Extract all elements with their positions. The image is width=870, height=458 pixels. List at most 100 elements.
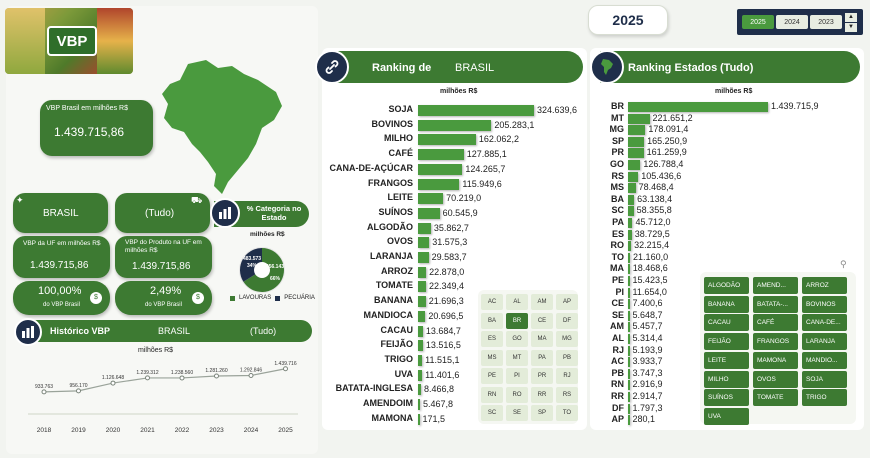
state-rank-bar[interactable] <box>628 334 630 344</box>
product-rank-bar[interactable] <box>418 369 423 381</box>
state-rank-label[interactable]: PB <box>611 367 624 378</box>
state-rank-label[interactable]: BA <box>611 193 624 204</box>
product-rank-label[interactable]: BATATA-INGLESA <box>335 383 413 394</box>
uf-button-rs[interactable]: RS <box>556 386 578 403</box>
state-rank-bar[interactable] <box>628 183 636 194</box>
product-rank-label[interactable]: MILHO <box>384 133 413 144</box>
product-slicer-item[interactable]: CAFÉ <box>753 314 798 332</box>
uf-button-df[interactable]: DF <box>556 312 578 329</box>
product-rank-bar[interactable] <box>418 207 440 219</box>
state-rank-bar[interactable] <box>628 403 630 414</box>
product-slicer-item[interactable]: ALGODÃO <box>704 277 749 294</box>
uf-button-ro[interactable]: RO <box>506 386 528 403</box>
state-rank-bar[interactable] <box>628 252 631 263</box>
product-rank-bar[interactable] <box>418 105 534 116</box>
uf-button-al[interactable]: AL <box>506 294 528 310</box>
product-rank-bar[interactable] <box>418 178 460 190</box>
product-slicer-item[interactable]: MANDIO... <box>802 351 847 369</box>
product-rank-bar[interactable] <box>418 325 423 337</box>
product-rank-label[interactable]: FEIJÃO <box>380 339 413 350</box>
product-slicer-item[interactable]: LARANJA <box>802 333 847 351</box>
year-btn-2023[interactable]: 2023 <box>810 15 842 29</box>
uf-button-to[interactable]: TO <box>556 405 578 421</box>
brazil-map[interactable] <box>158 58 288 196</box>
state-rank-label[interactable]: RO <box>610 240 625 251</box>
uf-button-ce[interactable]: CE <box>531 312 553 329</box>
product-rank-label[interactable]: CAFÉ <box>388 148 414 159</box>
state-rank-label[interactable]: MG <box>609 124 625 135</box>
product-slicer-item[interactable]: OVOS <box>753 370 798 388</box>
state-rank-bar[interactable] <box>628 206 634 217</box>
state-rank-label[interactable]: MS <box>610 182 625 193</box>
product-slicer-item[interactable]: FEIJÃO <box>704 333 749 351</box>
product-rank-label[interactable]: BANANA <box>374 295 413 306</box>
product-slicer-item[interactable]: UVA <box>704 407 749 425</box>
state-rank-label[interactable]: SP <box>611 135 624 146</box>
state-rank-bar[interactable] <box>628 218 633 228</box>
uf-button-pa[interactable]: PA <box>531 349 553 366</box>
historico-point[interactable] <box>248 372 254 378</box>
product-filter-card[interactable]: ⛟ (Tudo) <box>115 193 210 233</box>
product-slicer-item[interactable]: MILHO <box>704 370 749 388</box>
year-btn-2024[interactable]: 2024 <box>776 15 808 29</box>
product-rank-label[interactable]: TRIGO <box>384 353 414 364</box>
product-slicer-item[interactable]: SUÍNOS <box>704 389 749 407</box>
product-slicer-item[interactable]: ARROZ <box>802 277 847 294</box>
state-rank-label[interactable]: DF <box>612 402 624 413</box>
state-rank-bar[interactable] <box>628 102 768 112</box>
uf-button-pi[interactable]: PI <box>506 368 528 384</box>
product-rank-label[interactable]: SUÍNOS <box>378 206 413 217</box>
state-rank-bar[interactable] <box>628 299 630 310</box>
state-rank-bar[interactable] <box>628 276 630 286</box>
product-slicer-item[interactable]: BANANA <box>704 295 749 313</box>
uf-button-es[interactable]: ES <box>481 331 503 347</box>
state-rank-label[interactable]: PI <box>615 286 624 297</box>
state-filter-card[interactable]: ✦ BRASIL <box>13 193 108 233</box>
product-slicer-item[interactable]: BOVINOS <box>802 295 847 313</box>
state-rank-label[interactable]: AL <box>612 333 624 343</box>
product-slicer-item[interactable]: TOMATE <box>753 389 798 407</box>
product-rank-bar[interactable] <box>418 119 492 131</box>
product-rank-label[interactable]: MAMONA <box>371 412 414 423</box>
product-slicer-item[interactable]: LEITE <box>704 351 749 369</box>
state-rank-label[interactable]: BR <box>611 101 624 111</box>
state-rank-bar[interactable] <box>628 113 650 124</box>
state-rank-label[interactable]: RS <box>611 170 624 181</box>
product-slicer-item[interactable]: CACAU <box>704 314 749 332</box>
state-rank-label[interactable]: AP <box>611 414 624 425</box>
uf-button-rr[interactable]: RR <box>531 386 553 403</box>
state-rank-bar[interactable] <box>628 287 630 298</box>
uf-button-rn[interactable]: RN <box>481 386 503 403</box>
product-rank-bar[interactable] <box>418 296 426 308</box>
product-rank-bar[interactable] <box>418 354 423 366</box>
product-slicer-item[interactable]: TRIGO <box>802 389 847 407</box>
state-rank-label[interactable]: PE <box>611 275 624 285</box>
state-rank-bar[interactable] <box>628 415 630 426</box>
product-slicer-item[interactable]: SOJA <box>802 370 847 388</box>
historico-point[interactable] <box>145 375 150 381</box>
state-rank-bar[interactable] <box>628 357 630 368</box>
uf-button-rj[interactable]: RJ <box>556 368 578 384</box>
state-rank-label[interactable]: AC <box>611 356 624 367</box>
uf-button-ac[interactable]: AC <box>481 294 503 310</box>
uf-button-ms[interactable]: MS <box>481 349 503 366</box>
product-rank-label[interactable]: UVA <box>394 368 413 379</box>
state-rank-label[interactable]: SC <box>611 205 624 216</box>
product-slicer-item[interactable]: AMEND... <box>753 277 798 294</box>
state-rank-label[interactable]: PR <box>611 147 624 158</box>
state-rank-label[interactable]: ES <box>611 228 624 239</box>
state-rank-label[interactable]: GO <box>609 159 624 169</box>
state-rank-bar[interactable] <box>628 125 646 136</box>
product-rank-bar[interactable] <box>418 252 429 263</box>
historico-point[interactable] <box>110 380 116 386</box>
product-rank-bar[interactable] <box>418 266 427 278</box>
product-slicer-item[interactable]: BATATA-... <box>753 295 798 313</box>
uf-button-ba[interactable]: BA <box>481 312 503 329</box>
product-rank-label[interactable]: TOMATE <box>375 280 413 291</box>
product-rank-label[interactable]: LEITE <box>387 192 413 203</box>
product-rank-bar[interactable] <box>418 340 423 352</box>
uf-button-pb[interactable]: PB <box>556 349 578 366</box>
state-rank-label[interactable]: TO <box>611 251 624 262</box>
uf-button-go[interactable]: GO <box>506 331 528 347</box>
product-rank-label[interactable]: CACAU <box>380 324 414 335</box>
